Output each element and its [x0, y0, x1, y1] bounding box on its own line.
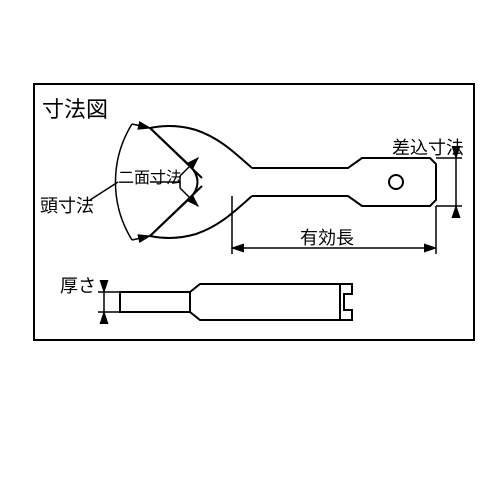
shank-top: [252, 158, 436, 206]
effective-length-label: 有効長: [300, 224, 354, 250]
head-dim-label: 頭寸法: [40, 192, 94, 218]
thickness-label: 厚さ: [60, 272, 96, 298]
diagram-title: 寸法図: [42, 92, 108, 124]
two-face-dim-label: 二面寸法: [118, 164, 182, 188]
insert-dim-label: 差込寸法: [392, 134, 464, 160]
diagram-svg: [0, 0, 500, 500]
side-view: [120, 284, 352, 320]
diagram-canvas: 寸法図 頭寸法 二面寸法 有効長 差込寸法 厚さ: [0, 0, 500, 500]
thickness-annotation: [98, 282, 120, 322]
